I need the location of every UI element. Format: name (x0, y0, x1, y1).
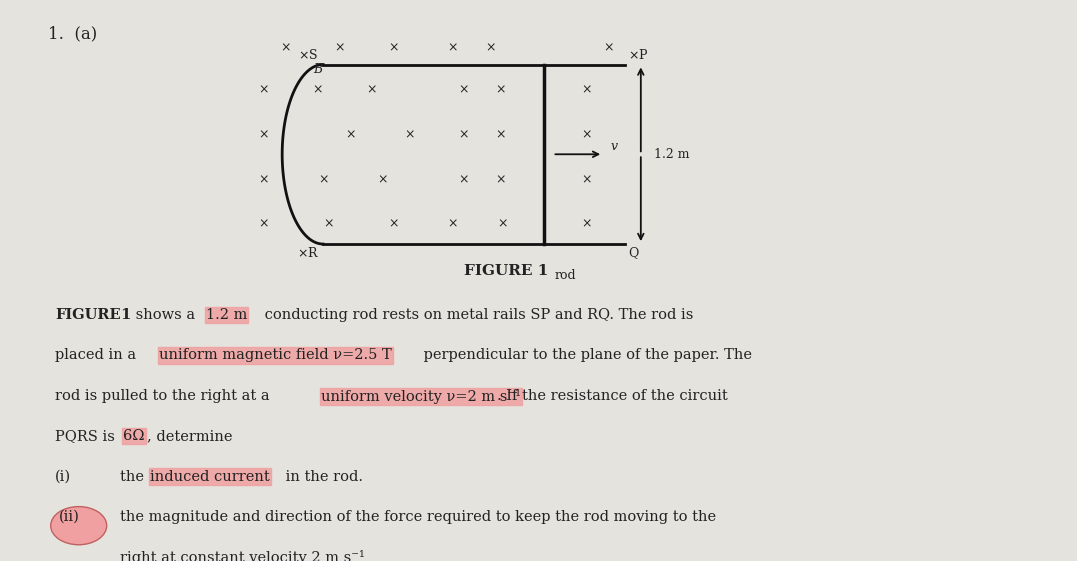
Text: ×: × (388, 218, 398, 231)
Text: 1.2 m: 1.2 m (206, 308, 247, 322)
Text: placed in a: placed in a (55, 348, 141, 362)
Text: shows a: shows a (131, 308, 200, 322)
Text: ×: × (458, 83, 468, 96)
Text: ×: × (366, 83, 377, 96)
Text: Q: Q (628, 246, 639, 259)
Text: ×: × (458, 128, 468, 141)
Text: FIGURE: FIGURE (55, 308, 121, 322)
Text: conducting rod rests on metal rails SP and RQ. The rod is: conducting rod rests on metal rails SP a… (260, 308, 693, 322)
Text: ×: × (495, 128, 506, 141)
Text: right at constant velocity 2 m s⁻¹: right at constant velocity 2 m s⁻¹ (120, 550, 364, 561)
Text: induced current: induced current (150, 470, 269, 484)
Text: ×: × (495, 173, 506, 186)
Text: FIGURE 1: FIGURE 1 (464, 264, 548, 278)
Text: 1: 1 (116, 308, 131, 322)
Text: $\times$P: $\times$P (628, 48, 648, 62)
Text: ×: × (404, 128, 415, 141)
Text: ×: × (582, 173, 592, 186)
Text: ×: × (258, 83, 269, 96)
Text: ×: × (388, 41, 398, 54)
Text: ×: × (485, 41, 495, 54)
Text: ×: × (498, 218, 508, 231)
Text: rod is pulled to the right at a: rod is pulled to the right at a (55, 389, 275, 403)
Text: PQRS is: PQRS is (55, 429, 120, 443)
Text: uniform magnetic field ν=2.5 T: uniform magnetic field ν=2.5 T (159, 348, 392, 362)
Ellipse shape (51, 507, 107, 545)
Text: uniform velocity ν=2 m s⁻¹: uniform velocity ν=2 m s⁻¹ (321, 389, 521, 404)
Text: ×: × (582, 218, 592, 231)
Text: ×: × (582, 128, 592, 141)
Text: B: B (313, 63, 322, 76)
Text: (ii): (ii) (59, 510, 80, 524)
Text: ×: × (345, 128, 355, 141)
Text: ×: × (447, 218, 458, 231)
Text: perpendicular to the plane of the paper. The: perpendicular to the plane of the paper.… (419, 348, 752, 362)
Text: the: the (120, 470, 149, 484)
Text: , determine: , determine (146, 429, 232, 443)
Text: in the rod.: in the rod. (281, 470, 363, 484)
Text: 6Ω: 6Ω (123, 429, 144, 443)
Text: rod: rod (555, 269, 576, 282)
Text: 1.  (a): 1. (a) (48, 25, 98, 42)
Text: ×: × (258, 218, 269, 231)
Text: . If the resistance of the circuit: . If the resistance of the circuit (496, 389, 727, 403)
Text: ×: × (258, 128, 269, 141)
Text: ×: × (334, 41, 345, 54)
Text: ×: × (323, 218, 334, 231)
Text: the magnitude and direction of the force required to keep the rod moving to the: the magnitude and direction of the force… (120, 510, 716, 524)
Text: ×: × (458, 173, 468, 186)
Text: ×: × (258, 173, 269, 186)
Text: ×: × (318, 173, 328, 186)
Text: ×: × (603, 41, 614, 54)
Text: $\times$R: $\times$R (296, 246, 319, 260)
Text: ×: × (447, 41, 458, 54)
Text: ×: × (582, 83, 592, 96)
Text: ×: × (377, 173, 388, 186)
Text: ×: × (280, 41, 291, 54)
Text: v: v (611, 140, 618, 153)
Text: (i): (i) (55, 470, 71, 484)
Text: $\times$S: $\times$S (297, 48, 318, 62)
Text: 1.2 m: 1.2 m (654, 148, 689, 161)
Text: ×: × (495, 83, 506, 96)
Text: ×: × (312, 83, 323, 96)
